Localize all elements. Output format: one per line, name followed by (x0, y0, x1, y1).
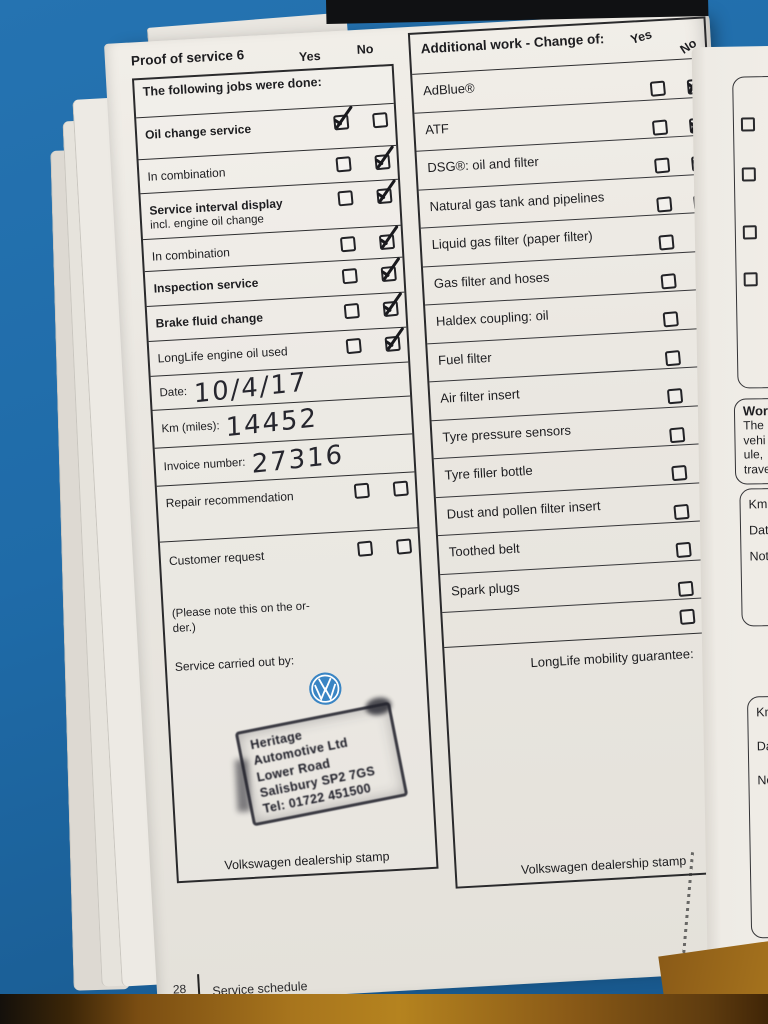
yes-checkbox[interactable] (671, 464, 688, 482)
yes-checkbox[interactable] (337, 190, 354, 207)
work-box-line: vehi (743, 432, 766, 448)
yes-checkbox[interactable] (673, 503, 690, 520)
yes-column-header: Yes (629, 27, 655, 47)
date-label: Date (748, 522, 768, 538)
date-value[interactable]: 10/4/17 (192, 366, 308, 410)
no-checkbox[interactable] (380, 265, 397, 283)
work-row-label: Spark plugs (450, 579, 521, 598)
work-row-label: ATF (424, 120, 450, 137)
yes-checkbox[interactable] (679, 608, 696, 625)
km-value[interactable]: 14452 (225, 402, 319, 443)
no-checkbox[interactable] (395, 538, 413, 555)
service-row-label: Oil change service (144, 121, 252, 142)
work-box-line: trave (743, 461, 768, 477)
yes-checkbox[interactable] (677, 580, 694, 597)
work-row-label: DSG®: oil and filter (426, 153, 540, 176)
yes-checkbox[interactable] (333, 114, 350, 131)
customer-request-label: Customer request (168, 548, 265, 569)
yes-checkbox[interactable] (649, 80, 667, 97)
yes-column-header: Yes (298, 48, 321, 65)
proof-of-service-table: Proof of service 6 Yes No The following … (130, 38, 439, 884)
checkbox[interactable] (740, 117, 756, 132)
km-label: Km ( (748, 497, 768, 512)
invoice-label: Invoice number: (163, 456, 246, 473)
work-row-label: Tyre filler bottle (444, 462, 534, 483)
work-row-label: Tyre pressure sensors (442, 422, 572, 445)
next-page-mileage-box: Km ( Date Note (739, 485, 768, 627)
repair-recommendation-label: Repair recommendation (165, 489, 294, 511)
dealership-stamp-caption: Volkswagen dealership stamp (520, 853, 687, 877)
yes-checkbox[interactable] (675, 541, 692, 559)
yes-checkbox[interactable] (343, 302, 360, 320)
notes-label: Notes (757, 772, 768, 788)
km-label: Km (r (756, 705, 768, 720)
dealership-stamp-caption: Volkswagen dealership stamp (223, 849, 390, 873)
yes-checkbox[interactable] (666, 388, 684, 405)
work-row-label: Fuel filter (437, 349, 492, 368)
yes-checkbox[interactable] (356, 540, 374, 557)
checkbox[interactable] (742, 225, 757, 240)
no-checkbox[interactable] (392, 480, 409, 497)
yes-checkbox[interactable] (651, 118, 669, 136)
order-note: (Please note this on the or- der.) (171, 600, 311, 636)
service-row-label: In combination (147, 165, 226, 184)
no-checkbox[interactable] (382, 300, 399, 318)
additional-work-title: Additional work - Change of: (420, 31, 605, 57)
service-row-label: Inspection service (153, 275, 259, 296)
yes-checkbox[interactable] (345, 337, 362, 355)
work-row-label: Toothed belt (448, 540, 521, 560)
work-row-label: Liquid gas filter (paper filter) (431, 228, 594, 253)
yes-checkbox[interactable] (669, 426, 686, 443)
work-row-label: Dust and pollen filter insert (446, 497, 601, 522)
service-book-page: Proof of service 6 Yes No The following … (104, 10, 763, 1005)
service-row-label: In combination (151, 245, 231, 264)
yes-checkbox[interactable] (662, 311, 679, 328)
yes-checkbox[interactable] (654, 157, 671, 174)
yes-checkbox[interactable] (335, 156, 352, 173)
service-row-label: LongLife engine oil used (157, 344, 288, 366)
yes-checkbox[interactable] (658, 234, 675, 251)
no-column-header: No (356, 41, 374, 57)
dealership-ink-stamp: Heritage Automotive Ltd Lower Road Salis… (234, 701, 409, 827)
work-row-label: Haldex coupling: oil (435, 307, 549, 329)
work-row-label: AdBlue® (422, 80, 475, 99)
no-checkbox[interactable] (376, 187, 393, 205)
wood-table-edge (0, 994, 768, 1024)
next-page-checkbox-table (732, 73, 768, 389)
yes-checkbox[interactable] (664, 349, 682, 366)
date-label: Date: (159, 385, 188, 399)
yes-checkbox[interactable] (341, 267, 358, 285)
no-checkbox[interactable] (384, 335, 401, 353)
checkbox[interactable] (741, 167, 756, 182)
service-row-label: Brake fluid change (155, 310, 264, 331)
customer-request-row: Customer request (Please note this on th… (160, 528, 424, 654)
work-box-line: ule, (743, 447, 764, 462)
stamp-section: Service carried out by: Heritage Automot… (166, 640, 436, 881)
date-label: Date: (756, 738, 768, 754)
work-row-label: Natural gas tank and pipelines (429, 188, 605, 214)
km-label: Km (miles): (161, 419, 220, 435)
no-checkbox[interactable] (378, 233, 396, 251)
yes-checkbox[interactable] (353, 482, 370, 499)
next-page-work-box: Wor The vehi ule, trave (733, 395, 768, 485)
yes-checkbox[interactable] (656, 195, 673, 213)
work-box-line: The (743, 418, 765, 433)
vw-logo-icon (309, 672, 342, 705)
work-row-label: Air filter insert (439, 386, 521, 406)
no-checkbox[interactable] (372, 112, 389, 129)
work-row-label: Gas filter and hoses (433, 269, 550, 291)
yes-checkbox[interactable] (339, 236, 357, 253)
page-title: Proof of service 6 (130, 47, 245, 69)
notes-label: Note (749, 548, 768, 564)
invoice-value[interactable]: 27316 (251, 439, 345, 480)
yes-checkbox[interactable] (660, 272, 677, 290)
longlife-guarantee-label: LongLife mobility guarantee: (530, 646, 695, 671)
work-box-title: Wor (742, 403, 768, 419)
no-checkbox[interactable] (374, 153, 391, 171)
next-page-mileage-box: Km (r Date: Notes (746, 693, 768, 939)
checkbox[interactable] (743, 272, 758, 287)
